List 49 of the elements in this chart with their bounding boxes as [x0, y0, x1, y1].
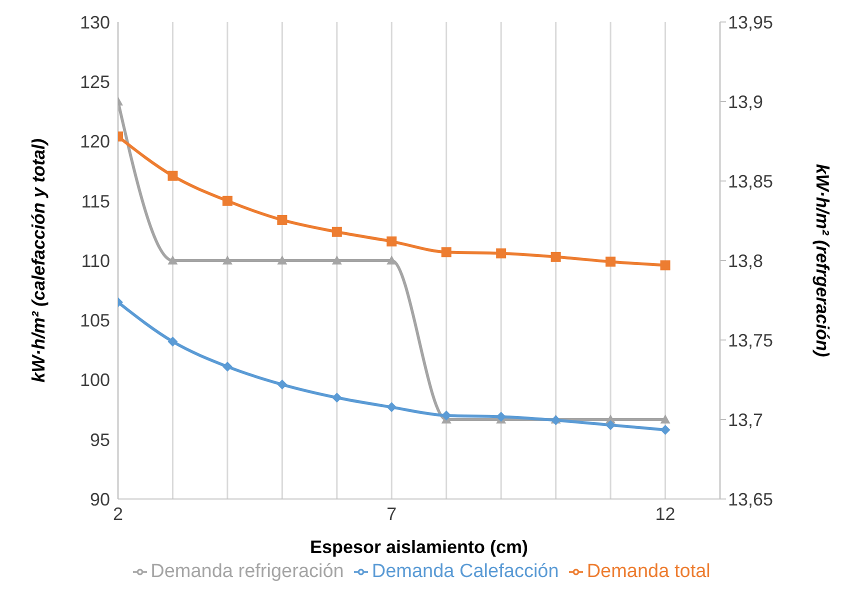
point	[222, 196, 232, 206]
point	[277, 214, 288, 225]
x-axis-title: Espesor aislamiento (cm)	[310, 537, 528, 557]
point	[332, 256, 342, 264]
y2-tick-label: 13,7	[728, 410, 764, 430]
x-tick-label: 7	[386, 504, 397, 524]
y-tick-label: 110	[81, 250, 110, 271]
y2-tick-label: 13,8	[728, 250, 764, 271]
y2-tick-label: 13,95	[728, 12, 774, 32]
point	[441, 247, 452, 258]
y2-tick-label: 13,9	[728, 92, 764, 112]
point	[277, 380, 288, 390]
x-tick-label: 12	[655, 504, 676, 524]
point	[606, 256, 616, 267]
y-tick-label: 115	[81, 191, 110, 212]
y-tick-label: 130	[80, 12, 110, 32]
point	[606, 420, 616, 430]
y-tick-label: 105	[80, 310, 110, 331]
point	[168, 170, 178, 181]
y-tick-label: 125	[80, 72, 110, 92]
point	[222, 256, 232, 264]
point	[496, 412, 506, 422]
point	[660, 260, 670, 270]
point	[332, 392, 342, 403]
y-tick-label: 100	[80, 370, 110, 390]
point	[168, 256, 178, 264]
legend-label: Demanda Calefacción	[372, 561, 559, 582]
point	[496, 248, 506, 258]
y-tick-label: 120	[80, 132, 110, 152]
point	[168, 336, 178, 347]
y2-tick-label: 13,85	[728, 171, 774, 192]
legend-label: Demanda total	[586, 561, 710, 582]
y-tick-label: 90	[90, 489, 110, 510]
point	[441, 410, 452, 421]
y2-tick-label: 13,65	[728, 489, 774, 510]
point	[222, 362, 232, 372]
y-tick-label: 95	[90, 430, 110, 450]
y-axis-title: kW·h/m² (calefacción y total)	[28, 138, 48, 383]
point	[386, 402, 397, 412]
y2-axis-title: kW·h/m² (refrgeración)	[812, 164, 833, 358]
point	[660, 414, 670, 424]
point	[660, 424, 670, 435]
point	[386, 236, 397, 246]
x-tick-label: 2	[112, 504, 124, 524]
y2-tick-label: 13,75	[728, 330, 774, 350]
legend-label: Demanda refrigeración	[150, 561, 344, 582]
point	[550, 252, 561, 262]
point	[332, 226, 342, 237]
point	[277, 256, 288, 264]
